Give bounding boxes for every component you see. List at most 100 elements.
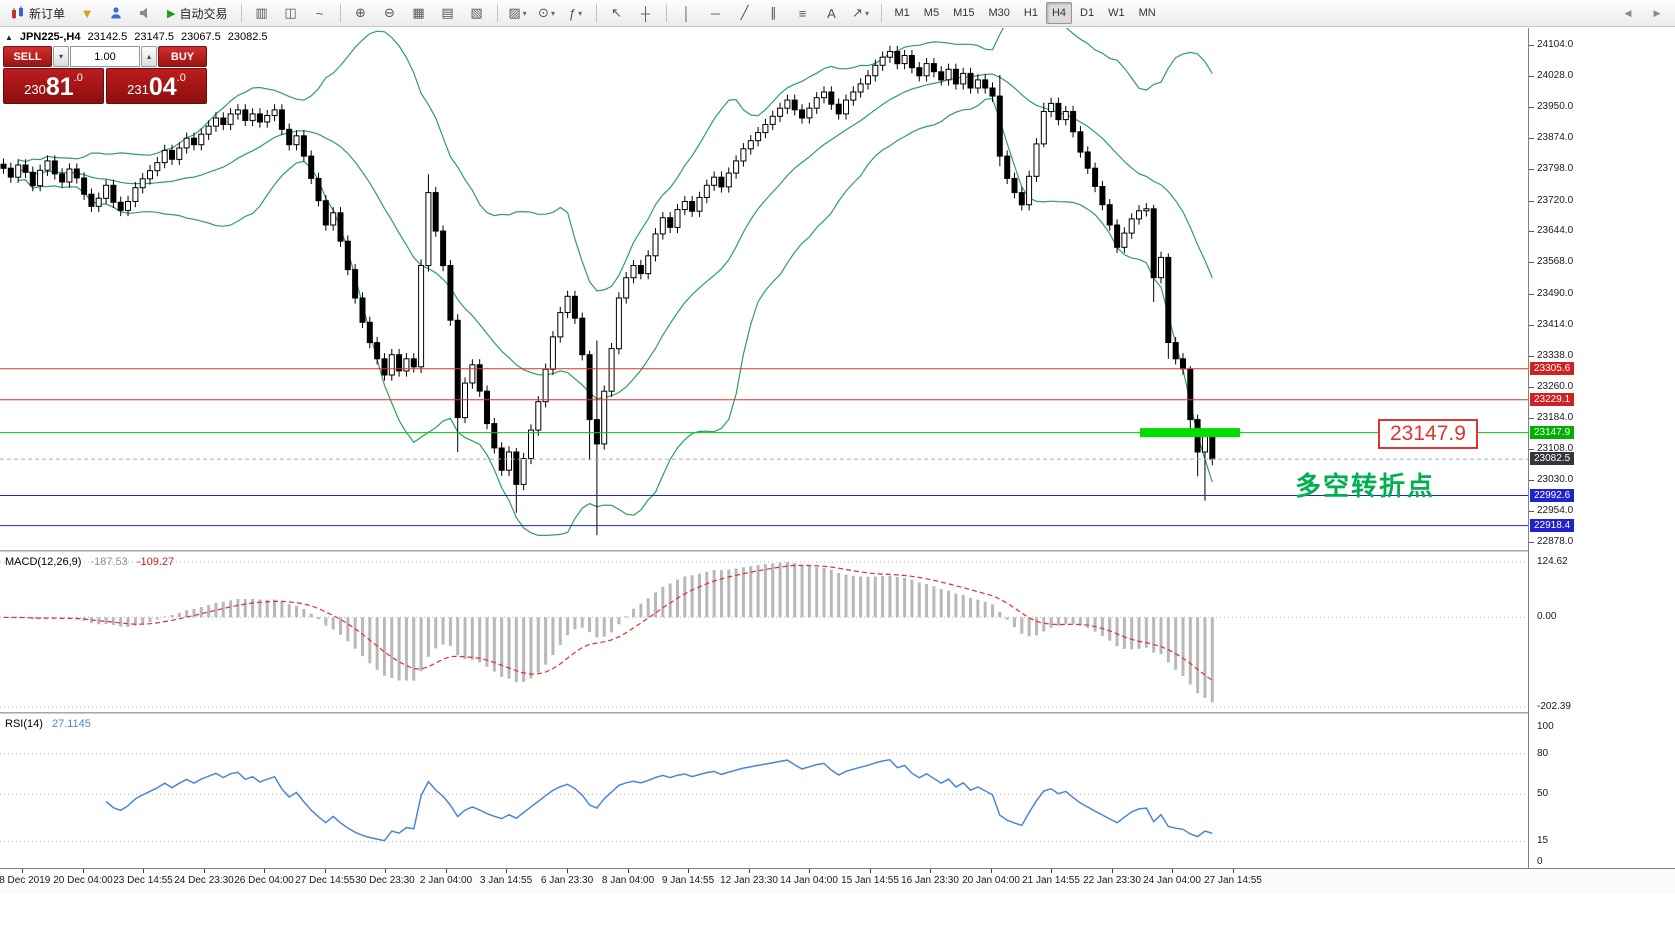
- new-order-button[interactable]: 新订单: [4, 1, 72, 25]
- funnel-icon[interactable]: ▼: [80, 5, 94, 21]
- sell-button[interactable]: SELL: [3, 46, 52, 67]
- price-tick: [1529, 542, 1534, 543]
- fibonacci-icon[interactable]: ≡: [798, 5, 807, 21]
- main-chart-canvas[interactable]: [0, 28, 1528, 550]
- timeframe-w1[interactable]: W1: [1108, 7, 1125, 19]
- text-label-icon[interactable]: A: [827, 5, 836, 21]
- price-tick: [1529, 356, 1534, 357]
- volume-decrease-button[interactable]: ▾: [53, 46, 69, 67]
- time-tick-label: 27 Dec 14:55: [295, 875, 355, 886]
- profile-icon[interactable]: [102, 1, 130, 25]
- price-tick: [1529, 138, 1534, 139]
- period-menu-button[interactable]: ⊙ ▾: [533, 1, 561, 25]
- arrows-menu-button[interactable]: ↗ ▾: [847, 1, 875, 25]
- timeframe-h4[interactable]: H4: [1045, 2, 1072, 24]
- price-tick: [1529, 107, 1534, 108]
- time-tick: [506, 869, 507, 873]
- nav-right-icon[interactable]: ▶: [1653, 7, 1661, 18]
- time-tick: [1172, 869, 1173, 873]
- toolbar-separator: [496, 4, 498, 22]
- indicators-icon: ƒ: [568, 5, 577, 21]
- volume-input[interactable]: [70, 46, 140, 67]
- time-tick: [1233, 869, 1234, 873]
- price-tick-label: 23644.0: [1537, 225, 1574, 236]
- price-tick: [1529, 294, 1534, 295]
- price-tick: [1529, 76, 1534, 77]
- toolbar-separator: [880, 4, 882, 22]
- timeframe-h1[interactable]: H1: [1023, 7, 1038, 19]
- line-chart-icon[interactable]: ~: [315, 5, 324, 21]
- ohlc-low: 23067.5: [181, 31, 221, 43]
- profiles-icon: ▨: [508, 5, 521, 20]
- rsi-canvas: [0, 753, 1528, 842]
- price-line-label: 23082.5: [1530, 452, 1575, 465]
- price-annotation-box[interactable]: 23147.9: [1378, 419, 1478, 449]
- price-tick: [1529, 449, 1534, 450]
- price-line-label: 22918.4: [1530, 519, 1575, 532]
- time-tick-label: 14 Jan 04:00: [780, 875, 838, 886]
- price-tick-label: 23260.0: [1537, 381, 1574, 392]
- new-order-label: 新订单: [29, 6, 66, 21]
- timeframe-d1[interactable]: D1: [1080, 7, 1095, 19]
- time-tick-label: 20 Dec 04:00: [53, 875, 113, 886]
- chart-ohlc-header: ▲ JPN225-,H4 23142.5 23147.5 23067.5 230…: [5, 31, 268, 43]
- time-tick: [628, 869, 629, 873]
- rsi-value: 27.1145: [51, 718, 91, 730]
- time-tick-label: 22 Jan 23:30: [1083, 875, 1141, 886]
- time-tick-label: 18 Dec 2019: [0, 875, 51, 886]
- nav-left-icon[interactable]: ◀: [1624, 7, 1632, 18]
- price-line-label: 23229.1: [1530, 393, 1575, 406]
- play-icon: ▶: [167, 7, 176, 20]
- profiles-menu-button[interactable]: ▨ ▾: [504, 1, 532, 25]
- price-tick: [1529, 325, 1534, 326]
- price-tick-label: 23184.0: [1537, 412, 1574, 423]
- chevron-down-icon: ▾: [578, 8, 583, 18]
- panel-divider[interactable]: [0, 550, 1675, 552]
- channel-icon[interactable]: ∥: [770, 5, 777, 20]
- price-tick-label: 23568.0: [1537, 256, 1574, 267]
- price-axis[interactable]: 24104.0 24028.0 23950.0 23874.0 23798.0 23720…: [1528, 28, 1675, 868]
- timeframe-m5[interactable]: M5: [923, 7, 940, 19]
- timeframe-m1[interactable]: M1: [894, 7, 910, 19]
- clock-icon: ⊙: [538, 5, 549, 20]
- zoom-out-icon[interactable]: ⊖: [384, 5, 395, 20]
- sell-price-panel[interactable]: 230 81.0: [3, 68, 104, 104]
- price-tick-label: 23030.0: [1537, 474, 1574, 485]
- tile-windows-icon[interactable]: ▦: [412, 5, 425, 20]
- macd-canvas: [0, 561, 1528, 708]
- volume-increase-button[interactable]: ▴: [141, 46, 157, 67]
- crosshair-icon[interactable]: ┼: [640, 5, 651, 21]
- autotrading-button[interactable]: ▶ 自动交易: [160, 1, 234, 25]
- cursor-icon[interactable]: ↖: [611, 5, 622, 20]
- horizontal-line-icon[interactable]: ─: [710, 5, 721, 21]
- trendline-icon[interactable]: ╱: [740, 5, 749, 20]
- alerts-icon[interactable]: [131, 1, 159, 25]
- timeframe-mn[interactable]: MN: [1138, 7, 1156, 19]
- symbol-marker-icon: ▲: [5, 32, 13, 42]
- price-line-label: 22992.6: [1530, 489, 1575, 502]
- price-tick-label: 23414.0: [1537, 319, 1574, 330]
- bar-chart-icon[interactable]: ▥: [255, 5, 268, 20]
- buy-button[interactable]: BUY: [158, 46, 207, 67]
- support-zone-bar[interactable]: [1140, 428, 1240, 438]
- time-tick: [143, 869, 144, 873]
- turning-point-annotation[interactable]: 多空转折点: [1295, 471, 1436, 501]
- ohlc-close: 23082.5: [227, 31, 268, 43]
- panel-divider[interactable]: [0, 712, 1675, 714]
- time-tick-label: 16 Jan 23:30: [901, 875, 959, 886]
- indicators-menu-button[interactable]: ƒ ▾: [562, 1, 590, 25]
- buy-price-panel[interactable]: 231 04.0: [106, 68, 207, 104]
- macd-axis-label: 124.62: [1537, 556, 1568, 567]
- ohlc-high: 23147.5: [134, 31, 174, 43]
- price-tick-label: 23874.0: [1537, 132, 1574, 143]
- price-tick: [1529, 45, 1534, 46]
- vertical-line-icon[interactable]: │: [682, 5, 691, 21]
- cascade-windows-icon[interactable]: ▧: [470, 5, 483, 20]
- candlestick-chart-icon[interactable]: ◫: [284, 5, 297, 20]
- timeframe-m30[interactable]: M30: [988, 7, 1010, 19]
- timeframe-m15[interactable]: M15: [953, 7, 975, 19]
- time-tick-label: 6 Jan 23:30: [540, 875, 594, 886]
- tile-horizontally-icon[interactable]: ▤: [441, 5, 454, 20]
- zoom-in-icon[interactable]: ⊕: [355, 5, 366, 20]
